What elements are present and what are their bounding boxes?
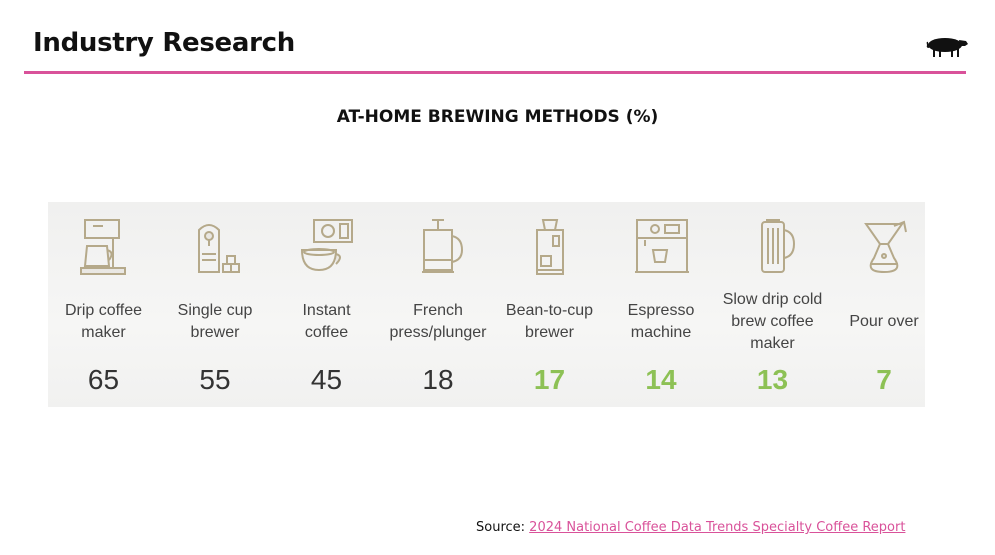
brewing-method-label: Pour over [829, 311, 940, 333]
brewing-method-label: Instant coffee [271, 300, 382, 344]
brewing-method-label: French press/plunger [383, 300, 494, 344]
brewing-method-value: 45 [310, 364, 343, 395]
brewing-method-label: Bean-to-cup brewer [494, 300, 605, 344]
single-cup-brewer-icon [197, 224, 240, 273]
label-line: Pour over [849, 313, 919, 330]
brewing-method-value: 7 [876, 364, 892, 395]
label-line: brewer [190, 324, 240, 341]
label-line: Slow drip cold [722, 291, 823, 308]
brewing-method-column: French press/plunger 18 [383, 202, 494, 407]
brewing-method-label: Slow drip cold brew coffee maker [717, 289, 828, 355]
brewing-methods-panel: Drip coffee maker 65 Single cup brewer 55 Inst… [48, 202, 925, 407]
bean-to-cup-brewer-icon [536, 219, 564, 275]
label-line: Drip coffee [64, 302, 143, 319]
label-line: brewer [525, 324, 574, 341]
brewing-method-column: Bean-to-cup brewer 17 [494, 202, 605, 407]
french-press-icon [421, 219, 463, 273]
label-line: maker [81, 324, 126, 341]
label-line: Single cup [177, 302, 253, 319]
brewing-method-column: Slow drip cold brew coffee maker 13 [717, 202, 828, 407]
label-line: Instant [302, 302, 351, 319]
brewing-method-column: Pour over 7 [829, 202, 940, 407]
brewing-method-value: 65 [87, 364, 120, 395]
brewing-method-column: Single cup brewer 55 [160, 202, 271, 407]
label-line: Bean-to-cup [505, 302, 594, 319]
label-line: machine [630, 324, 692, 341]
brewing-method-label: Drip coffee maker [48, 300, 159, 344]
espresso-machine-icon [634, 219, 689, 273]
instant-coffee-icon [300, 219, 353, 272]
label-line: Espresso [627, 302, 695, 319]
brewing-method-value: 14 [645, 364, 677, 395]
cold-brew-maker-icon [761, 219, 796, 273]
brewing-method-label: Single cup brewer [160, 300, 271, 344]
brewing-method-column: Espresso machine 14 [606, 202, 717, 407]
label-line: maker [750, 335, 795, 352]
drip-coffee-maker-icon [80, 219, 126, 275]
page-title: Industry Research [33, 28, 295, 58]
label-line: coffee [304, 324, 349, 341]
source-prefix: Source: [476, 520, 530, 535]
label-line: French [413, 302, 463, 319]
brewing-method-value: 13 [756, 364, 789, 395]
brewing-method-value: 55 [199, 364, 231, 395]
label-line: press/plunger [389, 324, 487, 341]
header-divider [24, 71, 966, 74]
brewing-method-value: 18 [422, 364, 454, 395]
brewing-method-column: Drip coffee maker 65 [48, 202, 159, 407]
source-citation: Source: 2024 National Coffee Data Trends… [476, 520, 905, 535]
label-line: brew coffee [731, 313, 814, 330]
chart-title: AT-HOME BREWING METHODS (%) [336, 107, 659, 127]
brewing-method-label: Espresso machine [606, 300, 717, 344]
pour-over-icon [863, 220, 907, 274]
source-link[interactable]: 2024 National Coffee Data Trends Special… [529, 520, 906, 535]
sheep-logo-icon [926, 38, 968, 57]
brewing-method-value: 17 [533, 364, 566, 395]
brewing-method-column: Instant coffee 45 [271, 202, 382, 407]
